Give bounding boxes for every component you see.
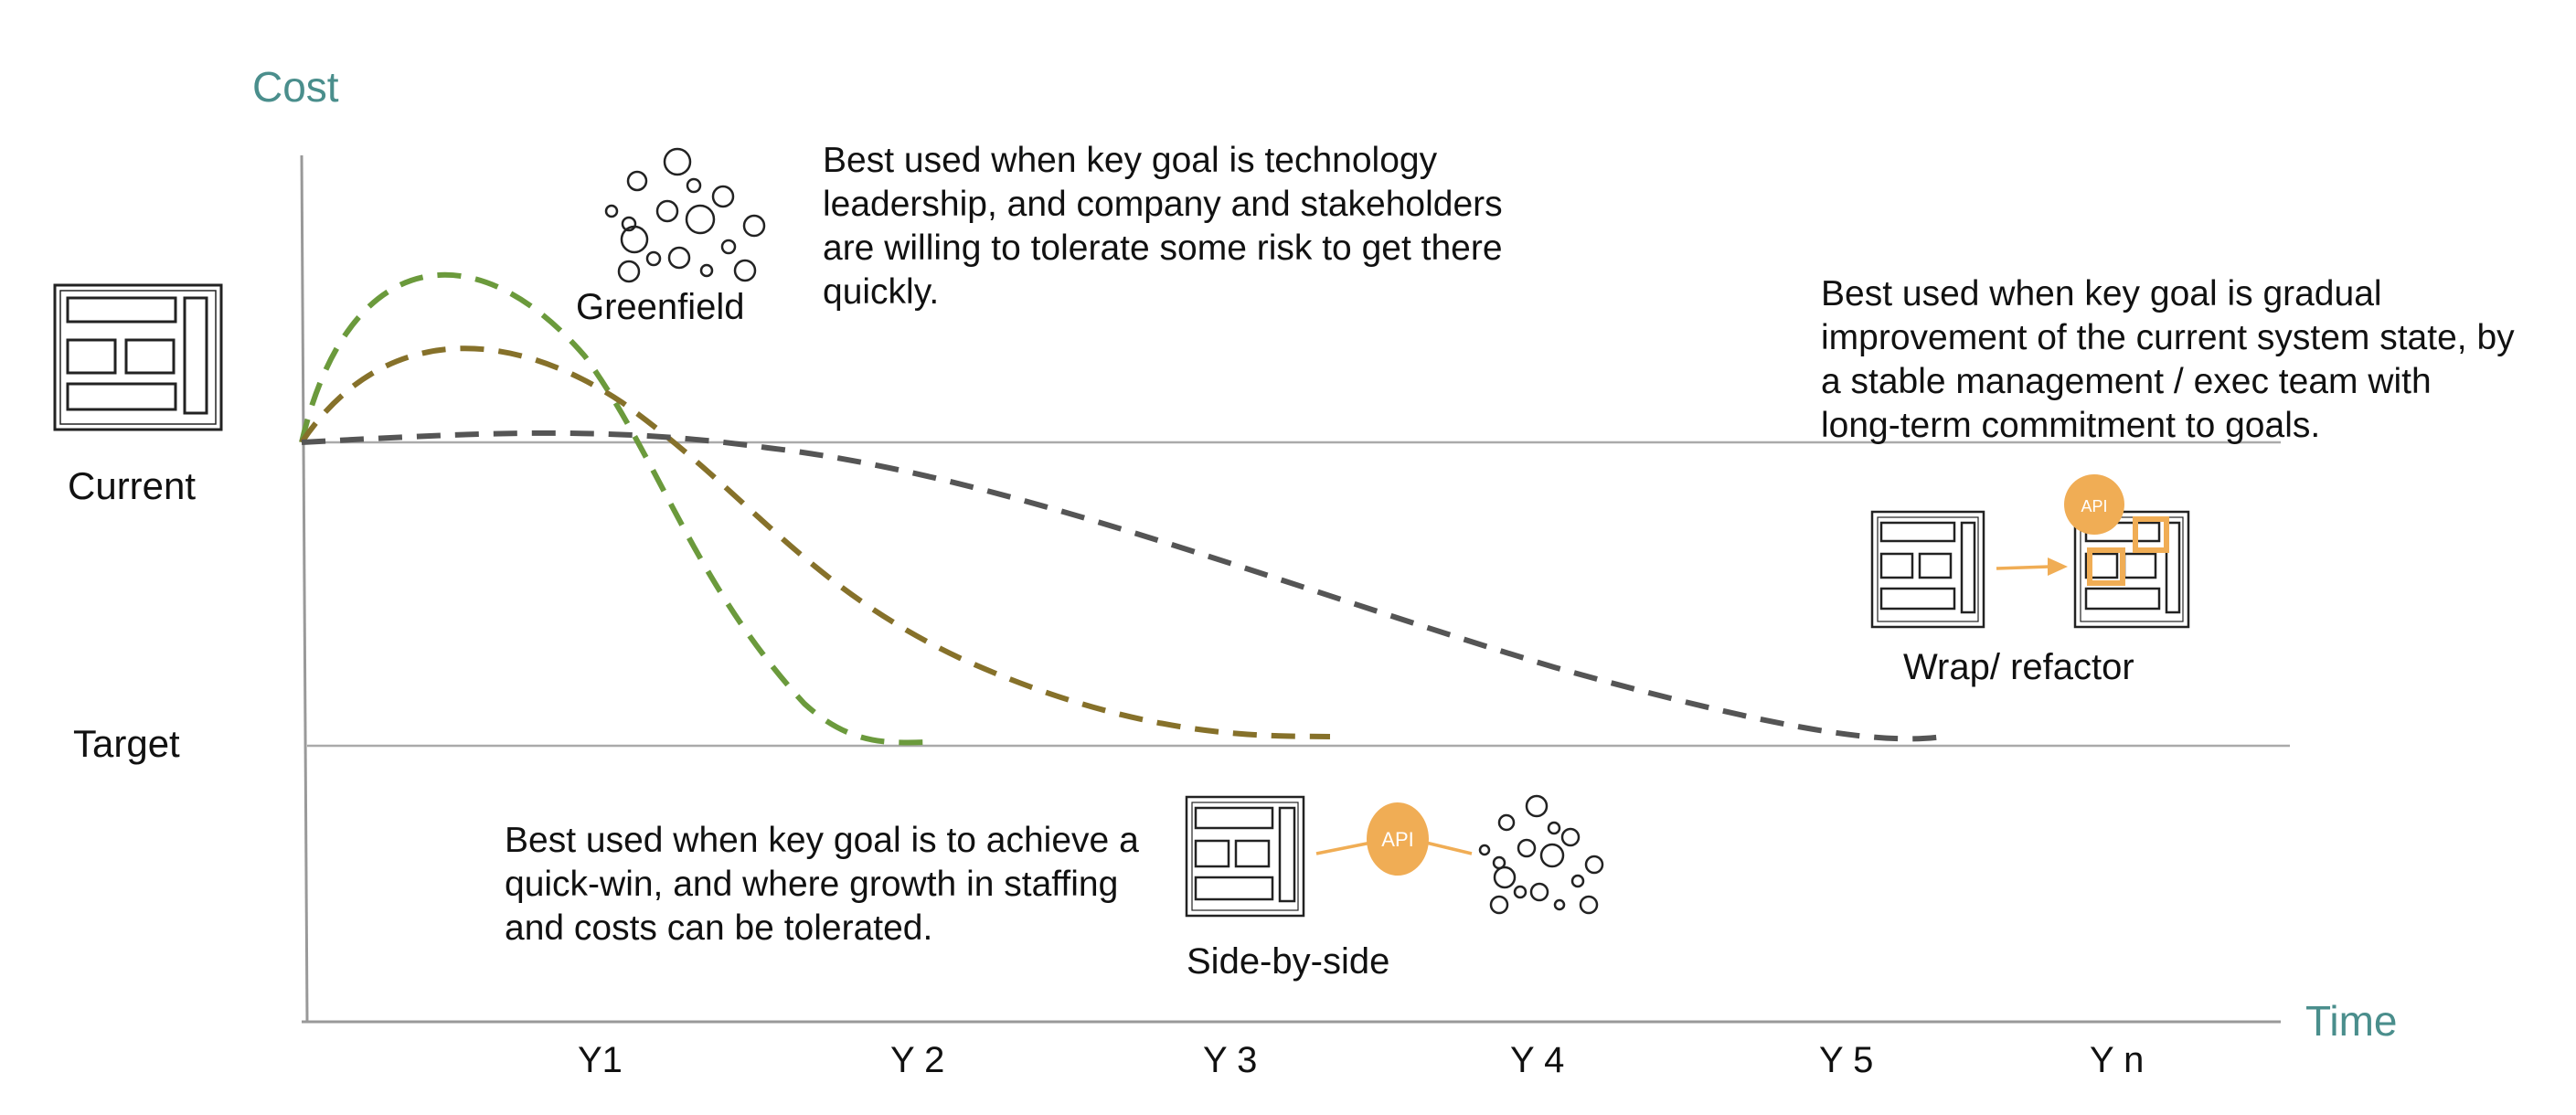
y-axis (300, 154, 309, 1023)
svg-text:API: API (2081, 497, 2107, 515)
greenfield-description-line: are willing to tolerate some risk to get… (823, 228, 1503, 268)
wrap-refactor-description: Best used when key goal is gradual impro… (1821, 272, 2515, 448)
svg-text:API: API (1381, 828, 1413, 851)
x-tick-label: Y n (2090, 1040, 2145, 1080)
x-axis-label: Time (2305, 997, 2398, 1045)
side-by-side-description-line: and costs can be tolerated. (505, 908, 933, 948)
side-by-side-description-line: Best used when key goal is to achieve a (505, 821, 1139, 860)
side-by-side-legacy-icon (1185, 795, 1305, 918)
wrap-refactor-description-line: a stable management / exec team with (1821, 362, 2432, 401)
x-tick-label: Y 3 (1203, 1040, 1258, 1080)
side-by-side-label: Side-by-side (1187, 941, 1390, 982)
api-connector-right (1425, 841, 1473, 855)
x-tick-label: Y 4 (1510, 1040, 1565, 1080)
greenfield-description-line: quickly. (823, 272, 940, 312)
wrap-refactor-description-line: improvement of the current system state,… (1821, 318, 2515, 357)
side-by-side-bubbles-icon (1478, 794, 1604, 915)
current-level-label: Current (68, 464, 197, 507)
greenfield-curve (299, 271, 933, 746)
wrap-refactor-curve (301, 430, 1943, 742)
x-tick-label: Y 2 (890, 1040, 945, 1080)
side-by-side-description: Best used when key goal is to achieve a … (505, 819, 1139, 950)
refactor-arrow (1996, 558, 2068, 576)
legacy-system-icon (1870, 510, 1985, 629)
greenfield-description-line: leadership, and company and stakeholders (823, 185, 1503, 224)
wrap-refactor-label: Wrap/ refactor (1903, 647, 2134, 687)
wrap-api-badge: API (2064, 474, 2124, 535)
wrap-refactor-description-line: Best used when key goal is gradual (1821, 274, 2382, 313)
x-tick-label: Y1 (578, 1040, 623, 1080)
refactored-modules-icon (2087, 516, 2169, 586)
side-by-side-api-badge: API (1367, 802, 1429, 876)
x-tick-label: Y 5 (1819, 1040, 1874, 1080)
api-connector-left (1315, 841, 1372, 855)
current-system-icon (53, 283, 223, 431)
greenfield-bubbles-icon (604, 147, 766, 283)
greenfield-description-line: Best used when key goal is technology (823, 141, 1438, 180)
side-by-side-description-line: quick-win, and where growth in staffing (505, 865, 1119, 904)
wrap-refactor-description-line: long-term commitment to goals. (1821, 406, 2321, 445)
target-level-label: Target (73, 722, 180, 765)
greenfield-description: Best used when key goal is technology le… (823, 139, 1503, 314)
y-axis-label: Cost (252, 63, 339, 111)
side-by-side-curve (299, 345, 1331, 739)
greenfield-label: Greenfield (576, 287, 745, 327)
